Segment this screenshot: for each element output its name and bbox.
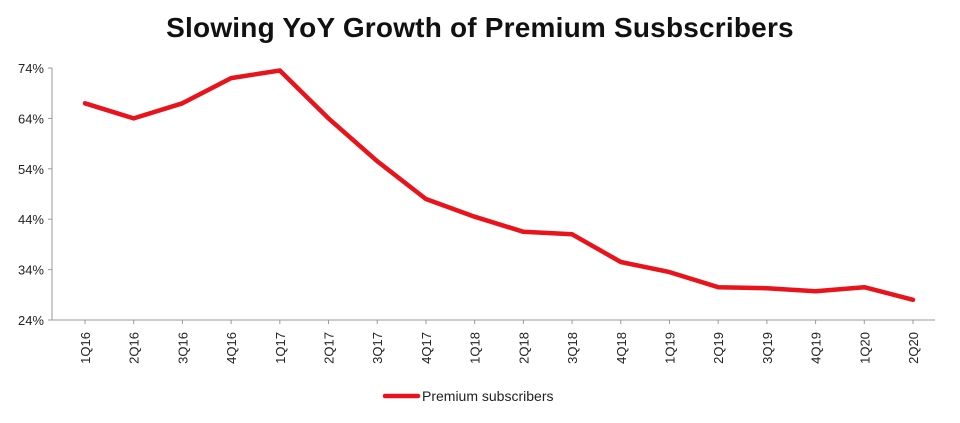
x-tick-label: 1Q16 [78, 332, 93, 364]
x-tick-label: 1Q20 [857, 332, 872, 364]
x-tick-label: 2Q19 [711, 332, 726, 364]
y-tick-label: 34% [18, 263, 44, 278]
x-tick-label: 2Q20 [906, 332, 921, 364]
legend-label: Premium subscribers [422, 388, 553, 404]
x-tick-label: 1Q18 [468, 332, 483, 364]
x-tick-label: 3Q16 [175, 332, 190, 364]
x-tick-label: 4Q19 [809, 332, 824, 364]
x-tick-label: 4Q16 [224, 332, 239, 364]
x-tick-label: 2Q16 [127, 332, 142, 364]
x-tick-label: 2Q17 [322, 332, 337, 364]
axes [51, 68, 935, 321]
x-tick-label: 3Q19 [760, 332, 775, 364]
x-tick-label: 2Q18 [516, 332, 531, 364]
x-tick-label: 1Q17 [273, 332, 288, 364]
x-tick-label: 3Q18 [565, 332, 580, 364]
series-group [82, 68, 916, 303]
series-line-premium-subscribers [82, 68, 916, 303]
y-tick-label: 74% [18, 61, 44, 76]
y-axis-ticks: 24% 34% 44% 54% 64% 74% [18, 61, 52, 328]
y-tick-label: 54% [18, 162, 44, 177]
y-tick-label: 64% [18, 111, 44, 126]
x-tick-label: 1Q19 [662, 332, 677, 364]
legend: Premium subscribers [382, 388, 553, 404]
x-tick-label: 4Q17 [419, 332, 434, 364]
x-tick-label: 4Q18 [614, 332, 629, 364]
x-tick-label: 3Q17 [370, 332, 385, 364]
y-tick-label: 24% [18, 313, 44, 328]
chart-title: Slowing YoY Growth of Premium Susbscribe… [166, 12, 794, 43]
x-axis-ticks: 1Q16 2Q16 3Q16 4Q16 1Q17 2Q17 3Q17 4Q17 1Q18 2Q18… [78, 320, 921, 364]
y-tick-label: 44% [18, 212, 44, 227]
